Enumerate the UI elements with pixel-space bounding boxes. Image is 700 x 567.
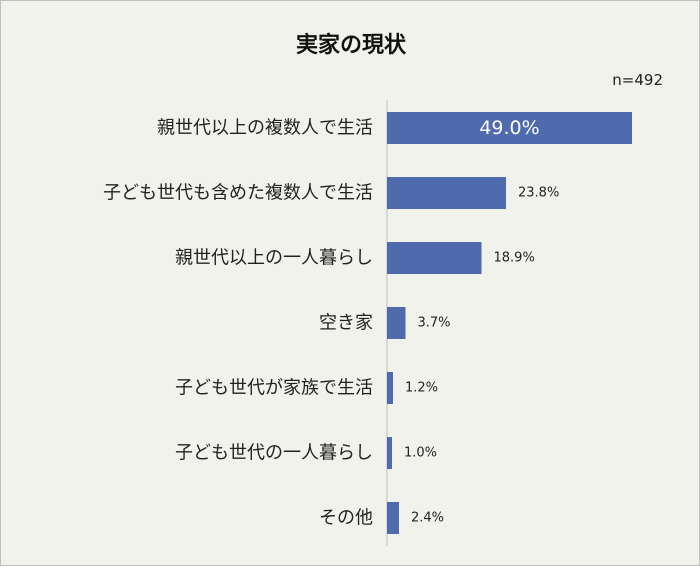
bar-2	[387, 177, 506, 209]
value-label-6: 1.0%	[404, 446, 437, 461]
value-label-4: 3.7%	[418, 316, 451, 331]
bar-3	[387, 242, 482, 274]
value-label-5: 1.2%	[405, 381, 438, 396]
value-label-1: 49.0%	[479, 117, 539, 139]
category-label-7: その他	[319, 508, 373, 529]
chart-title: 実家の現状	[295, 33, 406, 58]
sample-size-note: n=492	[612, 71, 663, 89]
category-label-6: 子ども世代の一人暮らし	[175, 443, 373, 464]
bar-6	[387, 437, 392, 469]
value-label-7: 2.4%	[411, 511, 444, 526]
value-label-3: 18.9%	[494, 251, 535, 266]
category-label-2: 子ども世代も含めた複数人で生活	[103, 183, 373, 204]
bar-1	[387, 112, 632, 144]
category-label-5: 子ども世代が家族で生活	[175, 378, 373, 399]
value-label-2: 23.8%	[518, 186, 559, 201]
category-label-4: 空き家	[319, 313, 373, 334]
bar-4	[387, 307, 406, 339]
category-label-3: 親世代以上の一人暮らし	[175, 248, 373, 269]
bar-5	[387, 372, 393, 404]
category-label-1: 親世代以上の複数人で生活	[157, 118, 373, 139]
bar-7	[387, 502, 399, 534]
